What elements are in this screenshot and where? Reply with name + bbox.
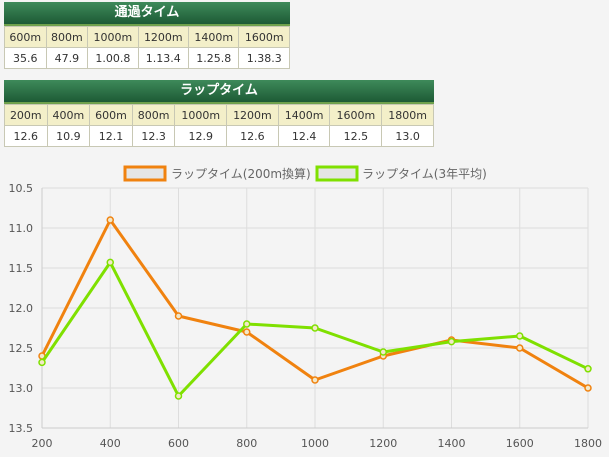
passing-header-cell: 600m (4, 26, 47, 48)
legend-label: ラップタイム(3年平均) (362, 167, 487, 181)
series-1-point (584, 384, 592, 392)
lap-chart: 10.5 11.0 11.5 12.0 12.5 13.0 13.5 200 400 600 800… (0, 150, 609, 457)
passing-value-cell: 47.9 (45, 47, 89, 69)
passing-header-cell: 800m (45, 26, 89, 48)
series-1-point (311, 376, 319, 384)
series-1-point (516, 344, 524, 352)
lap-header-cell: 600m (89, 104, 133, 126)
series-1-point (106, 216, 114, 224)
passing-header-cell: 1600m (238, 26, 290, 48)
passing-value-cell: 1.25.8 (188, 47, 240, 69)
y-tick-label: 12.0 (9, 302, 34, 315)
passing-time-table: 600m 800m 1000m 1200m 1400m 1600m 35.6 47.9 1.0… (4, 26, 290, 69)
lap-header-cell: 1800m (381, 104, 434, 126)
lap-header-cell: 1600m (329, 104, 383, 126)
lap-value-cell: 13.0 (381, 125, 434, 147)
passing-value-cell: 1.38.3 (238, 47, 290, 69)
passing-header-cell: 1000m (87, 26, 139, 48)
x-tick-label: 400 (100, 437, 121, 450)
legend-label: ラップタイム(200m換算) (171, 166, 311, 181)
series-1-point (174, 312, 183, 320)
lap-value-cell: 10.9 (46, 125, 91, 147)
x-tick-label: 1600 (506, 437, 534, 450)
y-tick-label: 11.0 (9, 222, 34, 235)
passing-header-cell: 1400m (188, 26, 240, 48)
lap-value-cell: 12.3 (131, 125, 176, 147)
series-2-point (311, 324, 319, 332)
legend-swatch (315, 165, 359, 182)
legend-swatch (123, 165, 167, 182)
lap-value-cell: 12.9 (174, 125, 228, 147)
series-2-point (243, 320, 251, 328)
x-tick-label: 800 (236, 437, 257, 450)
x-tick-label: 1800 (574, 437, 602, 450)
series-2-point (106, 258, 114, 267)
lap-header-cell: 1200m (226, 104, 279, 126)
x-tick-label: 1000 (301, 437, 329, 450)
lap-value-cell: 12.4 (277, 125, 331, 147)
lap-chart-svg: 10.5 11.0 11.5 12.0 12.5 13.0 13.5 200 400 600 800… (9, 165, 602, 450)
series-2-point (38, 358, 46, 367)
x-tick-label: 600 (168, 437, 189, 450)
lap-value-cell: 12.5 (329, 125, 383, 147)
y-tick-label: 12.5 (9, 342, 34, 355)
y-tick-label: 11.5 (9, 262, 34, 275)
y-tick-label: 13.0 (9, 382, 34, 395)
lap-value-cell: 12.6 (226, 125, 279, 147)
y-tick-label: 10.5 (9, 182, 34, 195)
passing-value-cell: 35.6 (4, 47, 47, 69)
series-2-point (174, 392, 183, 400)
series-2-point (447, 337, 456, 346)
passing-value-cell: 1.13.4 (137, 47, 190, 69)
lap-header-cell: 800m (131, 104, 176, 126)
x-tick-label: 1200 (369, 437, 397, 450)
lap-value-cell: 12.6 (4, 125, 48, 147)
lap-time-table: 200m 400m 600m 800m 1000m 1200m 1400m 1600m 1800… (4, 104, 434, 147)
passing-header-cell: 1200m (137, 26, 190, 48)
lap-value-cell: 12.1 (89, 125, 133, 147)
lap-header-cell: 200m (4, 104, 48, 126)
series-2-point (584, 365, 592, 373)
series-2-point (516, 332, 524, 340)
passing-time-title: 通過タイム (4, 2, 290, 26)
lap-header-cell: 400m (46, 104, 91, 126)
x-tick-label: 1400 (438, 437, 466, 450)
y-tick-label: 13.5 (9, 422, 34, 435)
passing-value-cell: 1.00.8 (87, 47, 139, 69)
lap-time-title: ラップタイム (4, 80, 434, 104)
lap-header-cell: 1000m (174, 104, 228, 126)
x-tick-label: 200 (32, 437, 53, 450)
series-2-point (379, 348, 387, 356)
series-1-point (243, 328, 251, 336)
lap-header-cell: 1400m (277, 104, 331, 126)
